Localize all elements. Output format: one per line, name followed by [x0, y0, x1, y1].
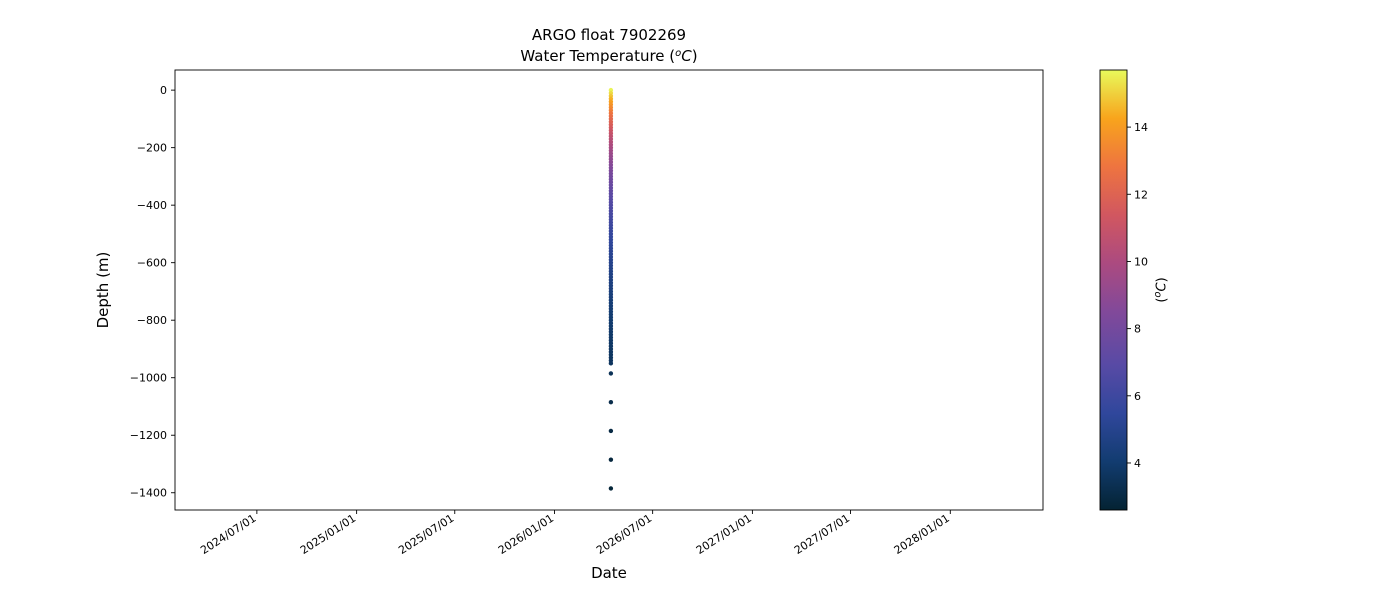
scatter-series: [608, 87, 614, 491]
colorbar-outline: [1099, 69, 1128, 511]
scatter-point: [608, 371, 614, 376]
x-tick-label: 2027/01/01: [694, 512, 754, 557]
subtitle-unit: C: [681, 47, 692, 65]
y-tick-label: −1000: [130, 372, 167, 385]
subtitle-degree-sup: o: [675, 48, 682, 59]
colorbar-gradient: [1100, 70, 1127, 510]
scatter-point: [608, 399, 614, 405]
y-axis-label: Depth (m): [94, 251, 112, 329]
colorbar-label-open-paren: (: [1154, 297, 1170, 303]
y-axis: 0 −200 −400 −600 −800 −1000 −1200 −1400: [130, 84, 175, 500]
colorbar-tick-label: 4: [1134, 457, 1141, 470]
plot-area: [174, 69, 1044, 511]
x-tick-label: 2024/07/01: [198, 512, 258, 557]
x-axis-label: Date: [591, 564, 627, 582]
subtitle-prefix: Water Temperature (: [520, 47, 676, 65]
chart-subtitle: Water Temperature (oC): [175, 47, 1043, 65]
colorbar-tick-label: 6: [1134, 390, 1141, 403]
subtitle-close-paren: ): [691, 47, 698, 65]
scatter-point: [608, 486, 614, 491]
colorbar: 4 6 8 10 12 14: [1099, 69, 1148, 511]
colorbar-tick-label: 10: [1134, 255, 1148, 268]
colorbar-label-unit: C: [1154, 282, 1170, 292]
x-tick-label: 2028/01/01: [892, 512, 952, 557]
scatter-point: [608, 361, 614, 366]
colorbar-label: (oC): [1152, 277, 1170, 303]
colorbar-tick-label: 14: [1134, 121, 1148, 134]
x-tick-label: 2025/01/01: [298, 512, 358, 557]
chart-title: ARGO float 7902269: [531, 26, 687, 44]
scatter-point: [608, 457, 614, 462]
x-axis: 2024/07/01 2025/01/01 2025/07/01 2026/01/01…: [198, 510, 952, 557]
y-tick-label: 0: [160, 84, 167, 97]
colorbar-tick-label: 8: [1134, 323, 1141, 336]
colorbar-tick-label: 12: [1134, 188, 1148, 201]
x-tick-label: 2026/01/01: [496, 512, 556, 557]
x-tick-label: 2026/07/01: [594, 512, 654, 557]
x-tick-label: 2025/07/01: [396, 512, 456, 557]
y-tick-label: −400: [137, 199, 167, 212]
colorbar-label-close-paren: ): [1154, 277, 1170, 283]
x-tick-label: 2027/07/01: [792, 512, 852, 557]
y-tick-label: −1400: [130, 487, 167, 500]
y-tick-label: −200: [137, 142, 167, 155]
scatter-point: [608, 428, 614, 434]
y-tick-label: −1200: [130, 429, 167, 442]
y-tick-label: −800: [137, 314, 167, 327]
colorbar-label-degree-sup: o: [1152, 291, 1164, 298]
y-tick-label: −600: [137, 257, 167, 270]
